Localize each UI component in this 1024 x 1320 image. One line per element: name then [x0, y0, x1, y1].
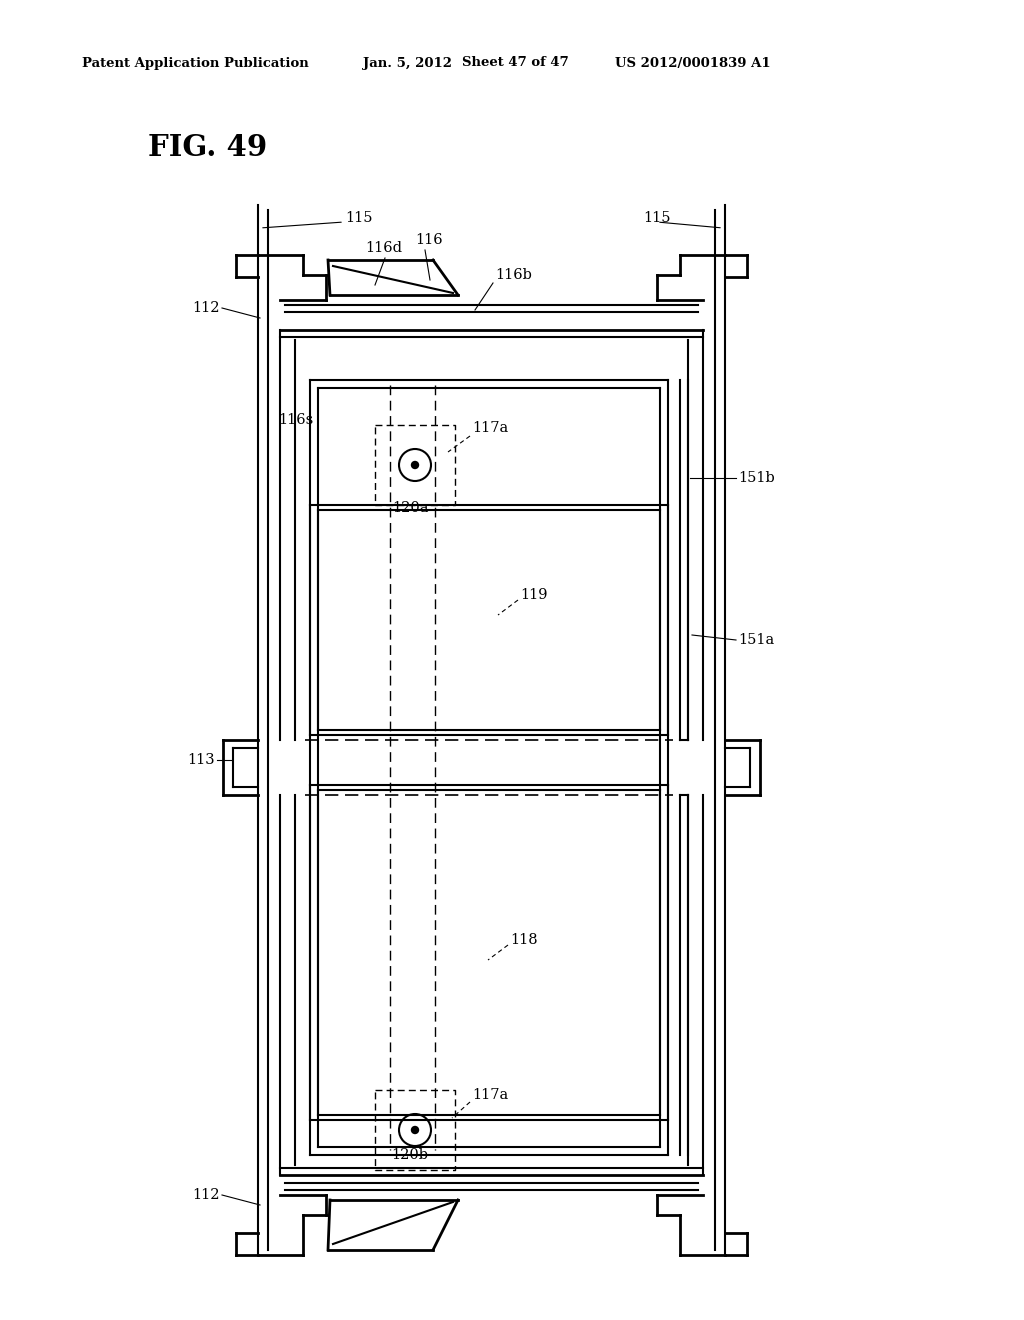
Text: FIG. 49: FIG. 49 [148, 133, 267, 162]
Text: Patent Application Publication: Patent Application Publication [82, 57, 309, 70]
Text: 119: 119 [520, 587, 548, 602]
Text: 112: 112 [193, 301, 220, 315]
Text: 116: 116 [415, 234, 442, 247]
Text: US 2012/0001839 A1: US 2012/0001839 A1 [615, 57, 771, 70]
Text: 120a: 120a [392, 502, 428, 515]
Text: 113: 113 [187, 752, 215, 767]
Text: 116d: 116d [365, 242, 402, 255]
Circle shape [412, 1126, 419, 1134]
Text: 118: 118 [510, 933, 538, 946]
Circle shape [412, 462, 419, 469]
Text: 117a: 117a [472, 421, 508, 436]
Text: 116s: 116s [278, 413, 313, 426]
Text: 151b: 151b [738, 471, 775, 484]
Text: 115: 115 [345, 211, 373, 224]
Text: Jan. 5, 2012: Jan. 5, 2012 [362, 57, 452, 70]
Text: 115: 115 [643, 211, 671, 224]
Text: 116b: 116b [495, 268, 531, 282]
Text: 117a: 117a [472, 1088, 508, 1102]
Text: 120b: 120b [391, 1148, 428, 1162]
Text: 151a: 151a [738, 634, 774, 647]
Text: Sheet 47 of 47: Sheet 47 of 47 [462, 57, 568, 70]
Text: 112: 112 [193, 1188, 220, 1203]
